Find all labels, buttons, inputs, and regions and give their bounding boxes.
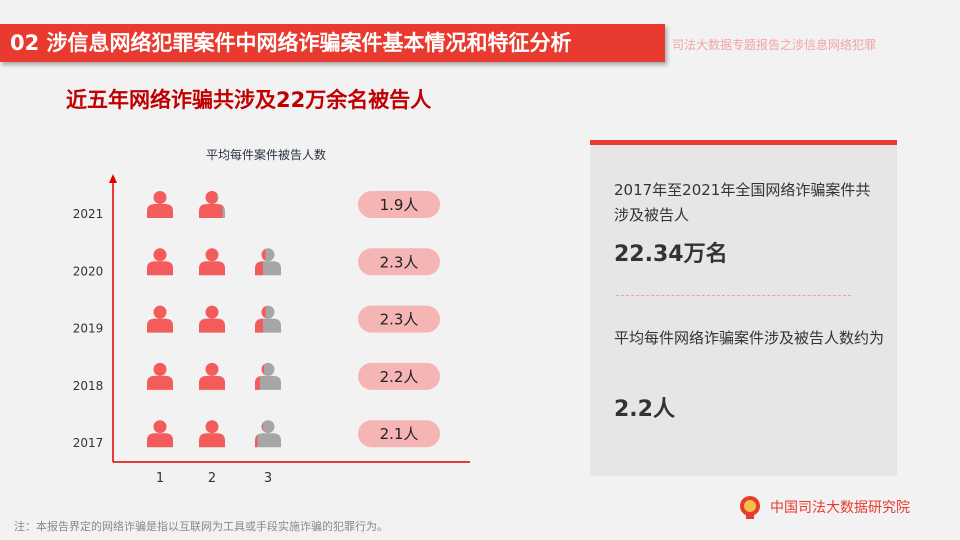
person-icon [255, 305, 281, 333]
value-label: 2.1人 [380, 425, 419, 443]
year-label: 2018 [73, 379, 104, 393]
value-label: 2.3人 [380, 311, 419, 329]
x-tick-label: 2 [208, 471, 216, 486]
report-subtitle: 司法大数据专题报告之涉信息网络犯罪 [672, 38, 877, 52]
summary-value-average: 2.2人 [614, 397, 675, 422]
value-pill [358, 362, 440, 390]
person-icon [147, 305, 173, 333]
headline: 近五年网络诈骗共涉及22万余名被告人 [66, 88, 432, 112]
person-icon [199, 362, 225, 390]
value-pill [358, 420, 440, 448]
section-banner: 02 涉信息网络犯罪案件中网络诈骗案件基本情况和特征分析 [0, 24, 665, 62]
value-label: 2.3人 [380, 253, 419, 271]
summary-panel: 2017年至2021年全国网络诈骗案件共涉及被告人 22.34万名 平均每件网络… [590, 140, 897, 476]
summary-text-average: 平均每件网络诈骗案件涉及被告人数约为 [614, 329, 885, 347]
x-tick-label: 3 [264, 471, 272, 486]
person-icon [199, 305, 225, 333]
year-label: 2020 [73, 264, 104, 278]
person-icon [147, 420, 173, 448]
org-name: 中国司法大数据研究院 [770, 500, 910, 516]
value-pill [358, 248, 440, 276]
person-icon [147, 191, 173, 218]
footnote: 注：本报告界定的网络诈骗是指以互联网为工具或手段实施诈骗的犯罪行为。 [14, 520, 388, 533]
person-icon [199, 191, 225, 218]
x-tick-label: 1 [156, 471, 164, 486]
year-label: 2017 [73, 436, 104, 450]
divider [616, 295, 851, 296]
person-icon [199, 420, 225, 448]
value-pill [358, 305, 440, 333]
year-label: 2021 [73, 207, 104, 221]
value-label: 1.9人 [380, 196, 419, 214]
year-label: 2019 [73, 322, 104, 336]
person-icon [255, 420, 281, 448]
y-axis-arrow [109, 174, 117, 183]
person-icon [147, 362, 173, 390]
person-icon [255, 362, 281, 390]
chart-title: 平均每件案件被告人数 [206, 148, 327, 162]
person-icon [147, 248, 173, 276]
summary-text-total: 2017年至2021年全国网络诈骗案件共涉及被告人 [614, 181, 871, 224]
person-icon [255, 248, 281, 276]
court-emblem-icon [740, 496, 760, 519]
value-label: 2.2人 [380, 368, 419, 386]
person-icon [199, 248, 225, 276]
org-logo: 中国司法大数据研究院 [738, 494, 910, 520]
value-pill [358, 191, 440, 218]
summary-value-total: 22.34万名 [614, 242, 728, 267]
